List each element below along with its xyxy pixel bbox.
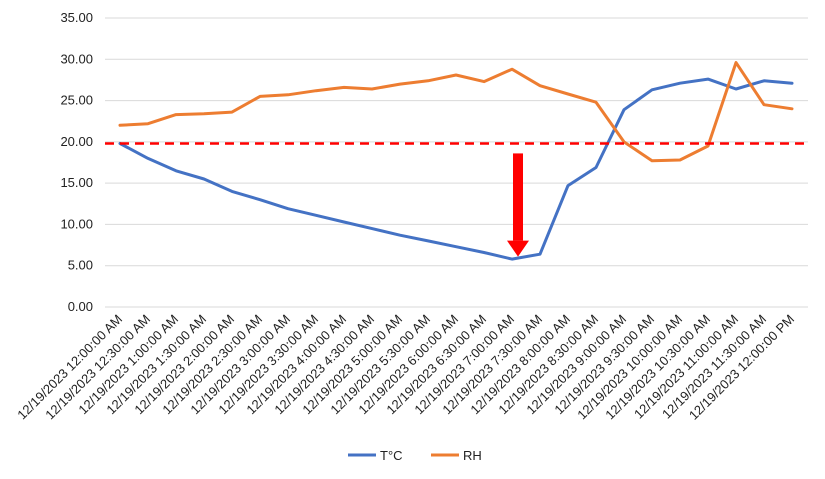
legend-label: T°C [380,448,403,463]
y-tick-label: 30.00 [60,51,93,66]
y-axis-ticks: 0.00 5.00 10.00 15.00 20.00 25.00 30.00 35.00 [60,10,93,314]
annotations [105,142,808,257]
y-tick-label: 10.00 [60,216,93,231]
series-line-rh [118,61,794,163]
gridlines [105,17,808,308]
y-tick-label: 35.00 [60,10,93,25]
legend-label: RH [463,448,482,463]
y-tick-label: 25.00 [60,93,93,108]
down-arrow-head-icon [507,240,529,257]
y-tick-label: 5.00 [68,258,93,273]
series-line-temperature [118,77,794,261]
y-tick-label: 20.00 [60,134,93,149]
legend: T°C RH [348,448,482,463]
series-lines [118,61,794,261]
down-arrow-shaft [513,153,523,241]
y-tick-label: 0.00 [68,299,93,314]
y-tick-label: 15.00 [60,175,93,190]
